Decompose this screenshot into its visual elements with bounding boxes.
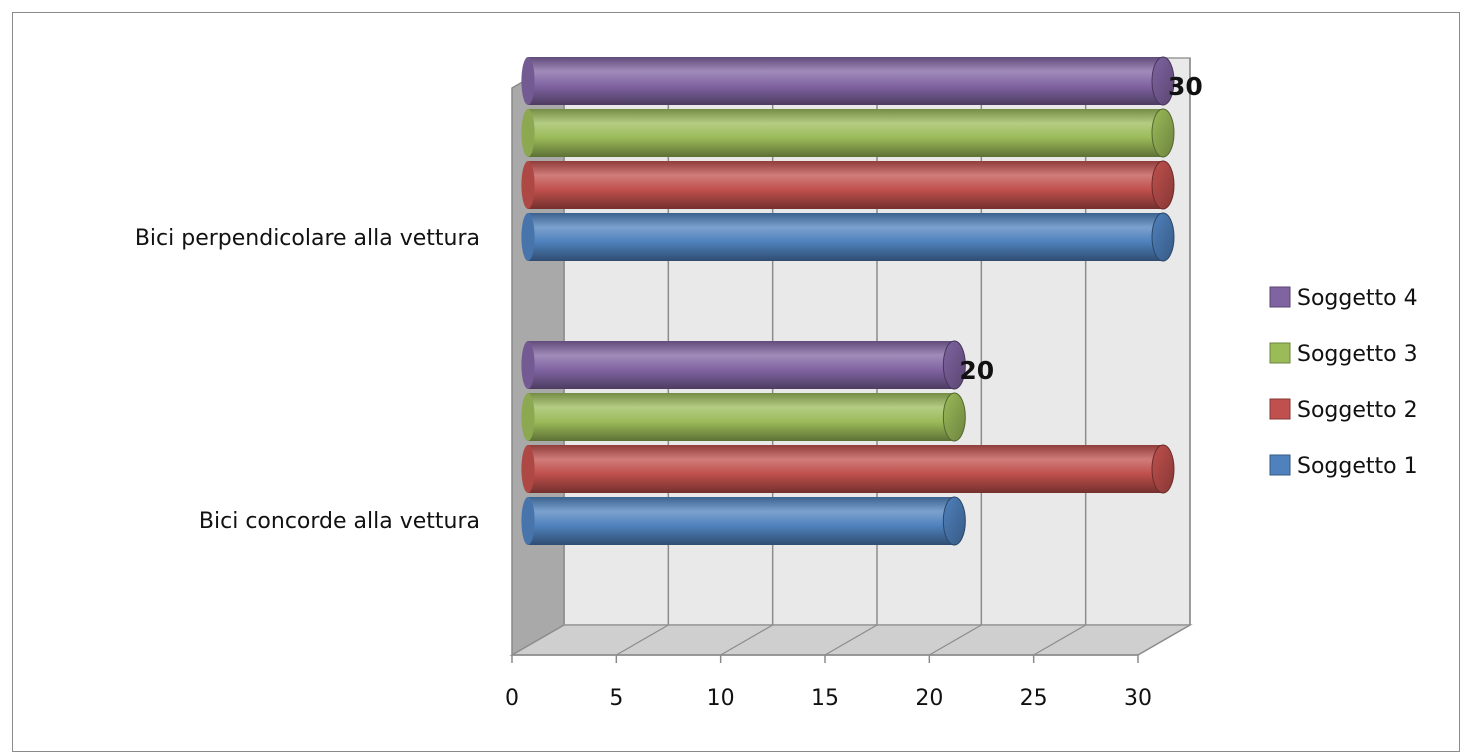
bar-soggetto-4-bici-perpendicolare-alla-vettura — [521, 56, 1175, 106]
bars — [521, 56, 1175, 546]
legend-item-soggetto-4: Soggetto 4 — [1269, 286, 1418, 311]
legend-item-soggetto-1: Soggetto 1 — [1269, 454, 1418, 479]
bar-base-cap — [521, 213, 535, 261]
floor-gridline-20 — [929, 624, 982, 656]
x-tick-label-20: 20 — [915, 686, 943, 711]
x-tick-label-15: 15 — [811, 686, 839, 711]
bar-soggetto-2-bici-perpendicolare-alla-vettura — [521, 160, 1175, 210]
bar-body — [528, 213, 1163, 261]
bar-body — [528, 393, 955, 441]
bar-base-cap — [521, 57, 535, 105]
bar-base-cap — [521, 161, 535, 209]
bar-end-cap — [1151, 56, 1175, 106]
bar-end-cap — [1151, 108, 1175, 158]
bar-base-cap — [521, 497, 535, 545]
floor-gridline-15 — [824, 624, 878, 656]
category-label-bici-perpendicolare-alla-vettura: Bici perpendicolare alla vettura — [135, 226, 480, 251]
bar-soggetto-3-bici-perpendicolare-alla-vettura — [521, 108, 1175, 158]
bar-end-cap — [942, 340, 966, 390]
bar-end-cap — [1151, 444, 1175, 494]
bar-soggetto-1-bici-concorde-alla-vettura — [521, 496, 966, 546]
legend-swatch — [1269, 454, 1291, 476]
bar-base-cap — [521, 109, 535, 157]
bar-soggetto-3-bici-concorde-alla-vettura — [521, 392, 966, 442]
floor-gridline-30 — [1137, 624, 1191, 656]
bar-body — [528, 109, 1163, 157]
legend-swatch — [1269, 342, 1291, 364]
bar-body — [528, 445, 1163, 493]
legend-label: Soggetto 2 — [1297, 398, 1418, 423]
legend-swatch — [1269, 286, 1291, 308]
x-tick-label-5: 5 — [609, 686, 623, 711]
floor-gridline-25 — [1033, 624, 1086, 656]
bar-body — [528, 57, 1163, 105]
bar-end-cap — [942, 392, 966, 442]
legend-item-soggetto-2: Soggetto 2 — [1269, 398, 1418, 423]
legend-item-soggetto-3: Soggetto 3 — [1269, 342, 1418, 367]
bar-base-cap — [521, 393, 535, 441]
x-axis: 0 5 10 15 20 25 30 — [505, 654, 1152, 711]
bar-soggetto-2-bici-concorde-alla-vettura — [521, 444, 1175, 494]
category-label-bici-concorde-alla-vettura: Bici concorde alla vettura — [199, 509, 480, 534]
bar-base-cap — [521, 341, 535, 389]
bar-end-cap — [1151, 212, 1175, 262]
bar-base-cap — [521, 445, 535, 493]
bar-end-cap — [942, 496, 966, 546]
floor-gridline-10 — [720, 624, 773, 656]
legend-swatch — [1269, 398, 1291, 420]
bar-end-cap — [1151, 160, 1175, 210]
category-labels: Bici concorde alla vettura Bici perpendic… — [135, 226, 480, 534]
legend: Soggetto 4 Soggetto 3 Soggetto 2 Soggetto 1 — [1269, 286, 1418, 479]
bar-body — [528, 341, 955, 389]
legend-label: Soggetto 4 — [1297, 286, 1418, 311]
bar-soggetto-4-bici-concorde-alla-vettura — [521, 340, 966, 390]
data-label-soggetto-4-bici-perpendicolare-alla-vettura: 30 — [1168, 72, 1203, 101]
x-tick-label-30: 30 — [1124, 686, 1152, 711]
bar-body — [528, 161, 1163, 209]
data-label-soggetto-4-bici-concorde-alla-vettura: 20 — [959, 356, 994, 385]
bar-soggetto-1-bici-perpendicolare-alla-vettura — [521, 212, 1175, 262]
legend-label: Soggetto 1 — [1297, 454, 1418, 479]
legend-label: Soggetto 3 — [1297, 342, 1418, 367]
x-tick-label-0: 0 — [505, 686, 519, 711]
x-tick-label-25: 25 — [1020, 686, 1048, 711]
x-tick-label-10: 10 — [707, 686, 735, 711]
floor-gridline-5 — [616, 624, 669, 656]
bar-body — [528, 497, 955, 545]
floor-gridline-0 — [511, 624, 565, 656]
